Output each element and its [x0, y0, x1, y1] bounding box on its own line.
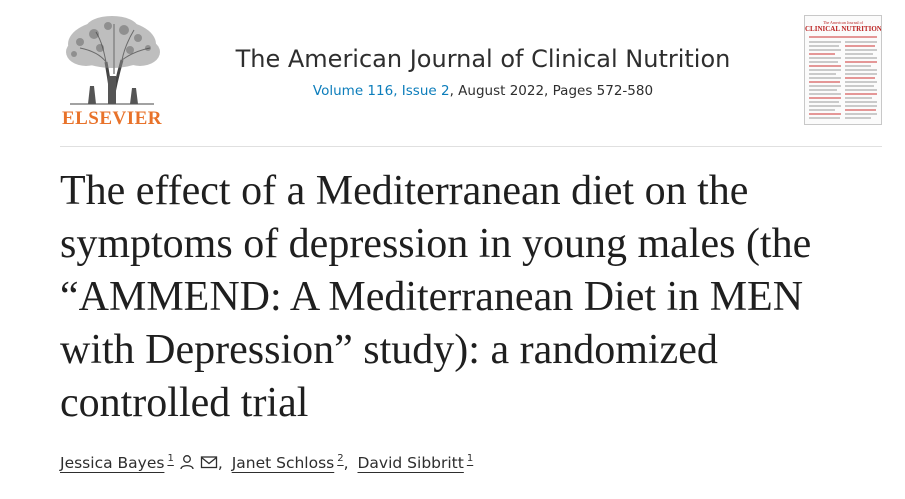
journal-header: The American Journal of Clinical Nutriti…	[170, 44, 796, 99]
author-name: David Sibbritt	[357, 454, 464, 472]
issue-link[interactable]: Volume 116, Issue 2	[312, 83, 450, 99]
elsevier-logo[interactable]	[60, 14, 164, 132]
issue-details: , August 2022, Pages 572-580	[449, 83, 654, 99]
tree-logo-icon	[66, 16, 160, 105]
author-separator: ,	[217, 454, 223, 472]
author-link[interactable]: Janet Schloss 2	[231, 453, 344, 472]
author-name: Jessica Bayes	[60, 454, 165, 472]
envelope-icon	[200, 456, 217, 469]
author-link[interactable]: Jessica Bayes 1	[60, 452, 218, 472]
cover-heading: CLINICAL NUTRITION	[805, 25, 881, 33]
issue-line: Volume 116, Issue 2, August 2022, Pages …	[170, 83, 796, 99]
affiliation-marker: 1	[466, 453, 474, 464]
person-icon	[180, 455, 194, 470]
cover-text-lines-icon	[809, 36, 877, 119]
article-title: The effect of a Mediterranean diet on th…	[60, 168, 812, 426]
journal-title[interactable]: The American Journal of Clinical Nutriti…	[235, 45, 731, 73]
author-separator: ,	[343, 454, 349, 472]
header-divider	[60, 146, 882, 147]
publisher-name: ELSEVIER	[61, 108, 163, 129]
affiliation-marker: 2	[337, 453, 344, 464]
affiliation-marker: 1	[167, 453, 174, 464]
cover-heading-small: The American Journal of	[823, 20, 863, 25]
author-name: Janet Schloss	[231, 454, 335, 472]
author-list: Jessica Bayes 1 , Janet Schloss 2 , Davi…	[60, 452, 473, 472]
author-link[interactable]: David Sibbritt 1	[357, 453, 474, 472]
journal-cover-thumbnail[interactable]: The American Journal of CLINICAL NUTRITI…	[804, 15, 882, 125]
